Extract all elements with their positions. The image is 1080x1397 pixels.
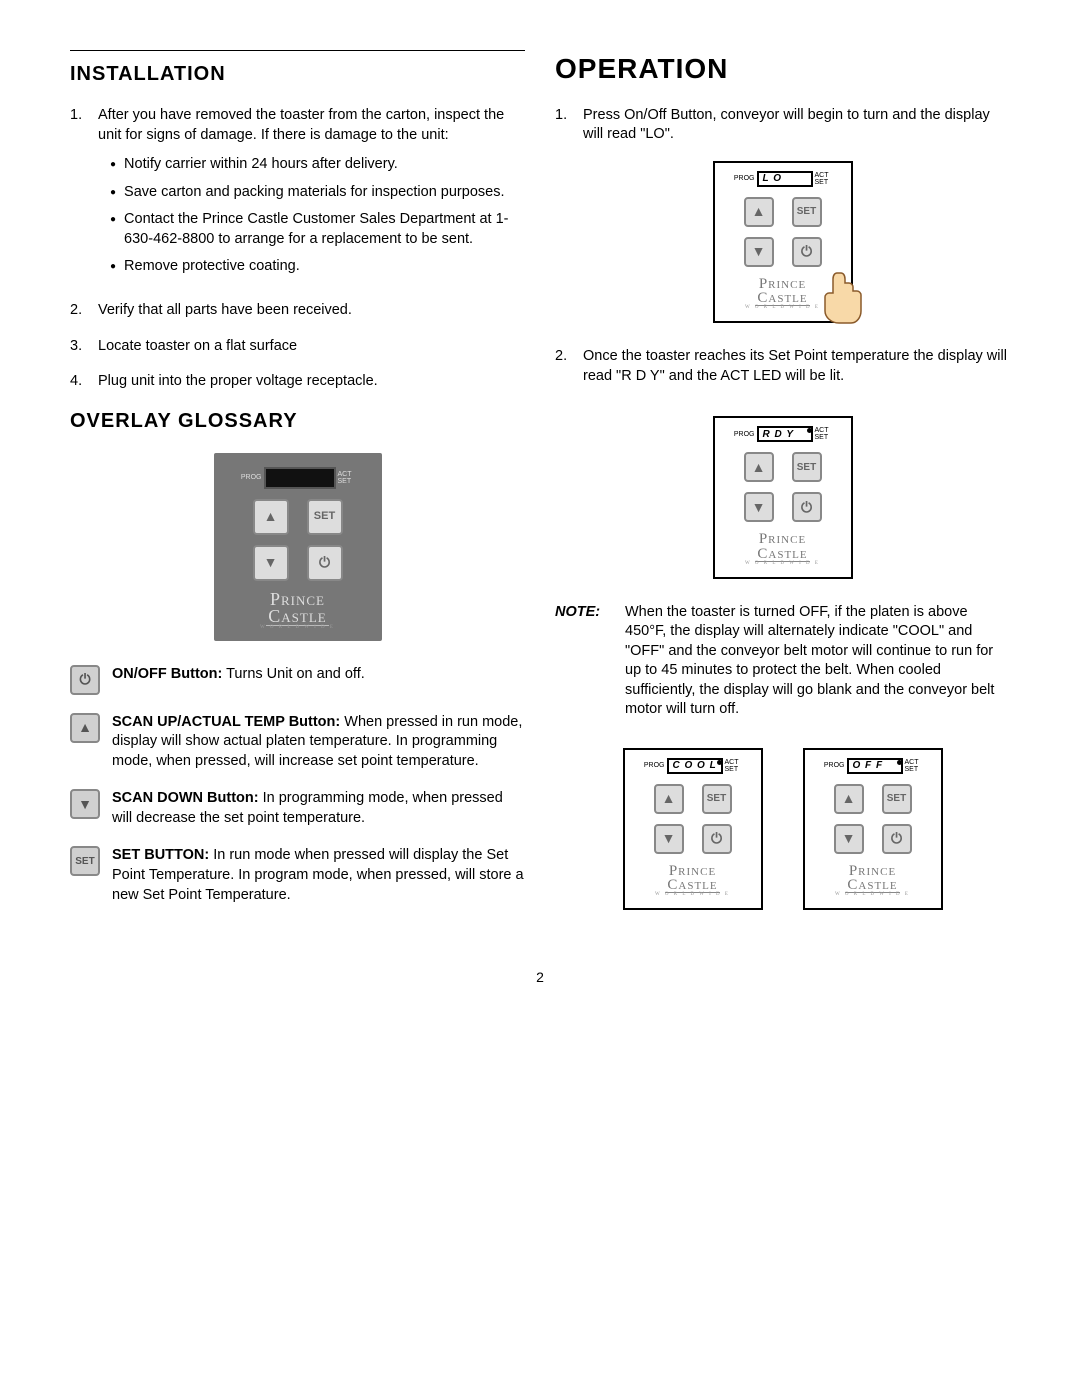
display-screen: C O O L	[667, 758, 723, 774]
down-arrow-icon: ▼	[654, 824, 684, 854]
power-icon: ⏻	[792, 237, 822, 267]
down-arrow-icon: ▼	[744, 237, 774, 267]
up-arrow-icon: ▲	[834, 784, 864, 814]
glossary-label: SCAN DOWN Button:	[112, 790, 259, 806]
glossary-label: SET BUTTON:	[112, 847, 209, 863]
list-number: 2.	[555, 347, 583, 386]
power-icon: ⏻	[70, 665, 100, 695]
list-item-text: Verify that all parts have been received…	[98, 301, 525, 321]
list-item-text: Locate toaster on a flat surface	[98, 337, 525, 357]
set-button-icon: SET	[792, 452, 822, 482]
down-arrow-icon: ▼	[834, 824, 864, 854]
list-number: 1.	[555, 106, 583, 145]
prog-label: PROG	[733, 430, 755, 439]
display-screen: L O	[757, 171, 813, 187]
bullet-text: Notify carrier within 24 hours after del…	[124, 155, 398, 175]
display-screen	[264, 467, 336, 489]
power-icon: ⏻	[882, 824, 912, 854]
brand-logo: Prince Castle W O R L D W I D E	[815, 864, 931, 898]
power-icon: ⏻	[702, 824, 732, 854]
list-number: 1.	[70, 106, 98, 285]
list-number: 2.	[70, 301, 98, 321]
installation-heading: INSTALLATION	[70, 61, 525, 88]
up-arrow-icon: ▲	[70, 713, 100, 743]
bullet-text: Contact the Prince Castle Customer Sales…	[124, 210, 525, 249]
horizontal-rule	[70, 50, 525, 51]
glossary-label: SCAN UP/ACTUAL TEMP Button:	[112, 714, 340, 730]
up-arrow-icon: ▲	[744, 452, 774, 482]
act-label: ACT	[815, 172, 833, 179]
note-label: NOTE:	[555, 603, 625, 720]
act-label: ACT	[725, 759, 743, 766]
prog-label: PROG	[733, 174, 755, 183]
operation-heading: OPERATION	[555, 50, 1010, 88]
note-block: NOTE: When the toaster is turned OFF, if…	[555, 603, 1010, 720]
down-arrow-icon: ▼	[744, 492, 774, 522]
control-panel-lo: PROG L O ACT SET ▲ SET ▼ ⏻ Prince	[713, 161, 853, 323]
control-panel-cool: PROG C O O L ACT SET ▲ SET ▼ ⏻	[623, 748, 763, 910]
pointing-hand-icon	[817, 267, 869, 327]
power-icon: ⏻	[792, 492, 822, 522]
act-led-dot	[717, 760, 722, 765]
list-number: 3.	[70, 337, 98, 357]
operation-list-2: 2. Once the toaster reaches its Set Poin…	[555, 347, 1010, 386]
control-panel-rdy: PROG R D Y ACT SET ▲ SET ▼ ⏻	[713, 416, 853, 578]
brand-logo: Prince Castle W O R L D W I D E	[725, 532, 841, 566]
control-panel-illustration: PROG ACT SET ▲ SET ▼ ⏻ Prince	[214, 453, 382, 641]
list-item-text: Once the toaster reaches its Set Point t…	[583, 347, 1010, 386]
page-number: 2	[70, 968, 1010, 987]
act-led-dot	[897, 760, 902, 765]
set-button-icon: SET	[70, 846, 100, 876]
up-arrow-icon: ▲	[744, 197, 774, 227]
brand-logo: Prince Castle W O R L D W I D E	[635, 864, 751, 898]
display-screen: R D Y	[757, 426, 813, 442]
set-button-icon: SET	[702, 784, 732, 814]
prog-label: PROG	[240, 473, 262, 482]
up-arrow-icon: ▲	[253, 499, 289, 535]
act-led-dot	[807, 428, 812, 433]
down-arrow-icon: ▼	[70, 789, 100, 819]
set-label: SET	[815, 179, 833, 186]
set-button-icon: SET	[307, 499, 343, 535]
control-panel-off: PROG O F F ACT SET ▲ SET ▼ ⏻	[803, 748, 943, 910]
act-label: ACT	[905, 759, 923, 766]
glossary-text: Turns Unit on and off.	[222, 666, 364, 682]
act-label: ACT	[815, 427, 833, 434]
list-number: 4.	[70, 372, 98, 392]
set-label: SET	[725, 766, 743, 773]
bullet-list: Notify carrier within 24 hours after del…	[110, 155, 525, 277]
operation-list: 1. Press On/Off Button, conveyor will be…	[555, 106, 1010, 145]
glossary-heading: OVERLAY GLOSSARY	[70, 408, 525, 435]
glossary-label: ON/OFF Button:	[112, 666, 222, 682]
note-text: When the toaster is turned OFF, if the p…	[625, 603, 1010, 720]
down-arrow-icon: ▼	[253, 545, 289, 581]
set-label: SET	[338, 478, 356, 485]
act-label: ACT	[338, 471, 356, 478]
power-icon: ⏻	[307, 545, 343, 581]
bullet-text: Remove protective coating.	[124, 257, 300, 277]
up-arrow-icon: ▲	[654, 784, 684, 814]
set-label: SET	[815, 434, 833, 441]
list-item-text: Press On/Off Button, conveyor will begin…	[583, 106, 1010, 145]
installation-list: 1. After you have removed the toaster fr…	[70, 106, 525, 392]
brand-logo: Prince Castle W O R L D W I D E	[226, 591, 370, 631]
list-item-text: After you have removed the toaster from …	[98, 107, 504, 143]
bullet-text: Save carton and packing materials for in…	[124, 183, 504, 203]
set-button-icon: SET	[792, 197, 822, 227]
display-screen: O F F	[847, 758, 903, 774]
list-item-text: Plug unit into the proper voltage recept…	[98, 372, 525, 392]
set-button-icon: SET	[882, 784, 912, 814]
set-label: SET	[905, 766, 923, 773]
prog-label: PROG	[823, 761, 845, 770]
prog-label: PROG	[643, 761, 665, 770]
